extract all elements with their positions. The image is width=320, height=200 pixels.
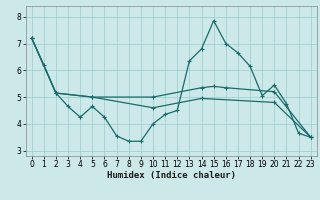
- X-axis label: Humidex (Indice chaleur): Humidex (Indice chaleur): [107, 171, 236, 180]
